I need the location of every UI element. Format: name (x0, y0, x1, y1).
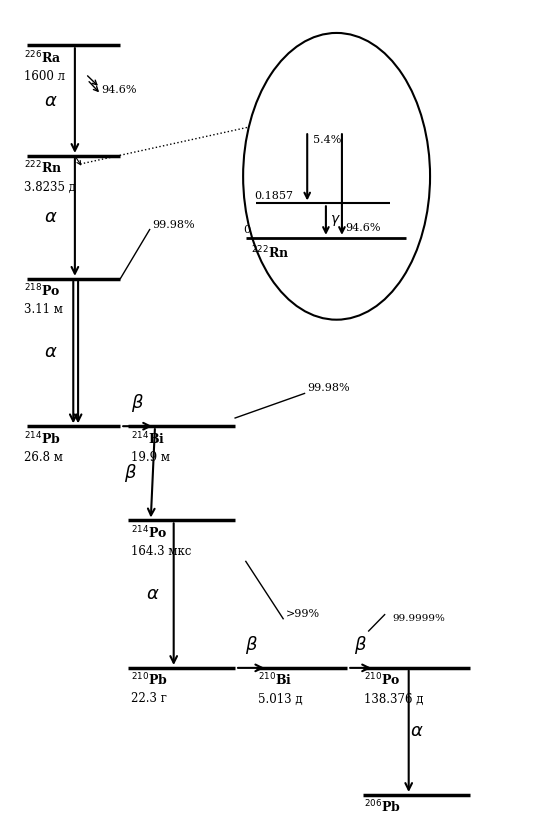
Text: 0: 0 (243, 225, 250, 235)
Text: 94.6%: 94.6% (346, 223, 381, 233)
Text: 99.9999%: 99.9999% (392, 614, 446, 623)
Text: $^{226}$Ra: $^{226}$Ra (24, 49, 62, 66)
Text: 99.98%: 99.98% (307, 384, 350, 394)
Text: $^{210}$Bi: $^{210}$Bi (258, 672, 292, 689)
Text: 5.4%: 5.4% (312, 135, 341, 145)
Text: $^{210}$Pb: $^{210}$Pb (131, 672, 168, 689)
Text: $\beta$: $\beta$ (124, 462, 137, 484)
Text: $^{214}$Bi: $^{214}$Bi (131, 431, 165, 447)
Text: $\gamma$: $\gamma$ (330, 213, 341, 228)
Text: $\beta$: $\beta$ (245, 634, 258, 655)
Text: 1600 л: 1600 л (24, 70, 65, 83)
Text: $\beta$: $\beta$ (131, 392, 144, 414)
Text: 3.8235 д: 3.8235 д (24, 181, 76, 193)
Text: $^{222}$Rn: $^{222}$Rn (251, 244, 289, 261)
Text: $^{222}$Rn: $^{222}$Rn (24, 160, 63, 176)
Text: $^{206}$Pb: $^{206}$Pb (365, 799, 401, 816)
Text: 94.6%: 94.6% (101, 85, 137, 95)
Text: 19.9 м: 19.9 м (131, 451, 170, 464)
Text: 0.1857: 0.1857 (254, 191, 293, 201)
Text: 5.013 д: 5.013 д (258, 692, 302, 706)
Text: $^{214}$Pb: $^{214}$Pb (24, 431, 61, 447)
Text: $\alpha$: $\alpha$ (44, 91, 58, 110)
Text: $\alpha$: $\alpha$ (44, 344, 58, 361)
Text: $^{214}$Po: $^{214}$Po (131, 524, 167, 541)
Text: $^{218}$Po: $^{218}$Po (24, 283, 60, 299)
Text: 164.3 мкс: 164.3 мкс (131, 545, 191, 558)
Text: 26.8 м: 26.8 м (24, 451, 63, 464)
Text: $\alpha$: $\alpha$ (146, 585, 159, 603)
Text: $\alpha$: $\alpha$ (44, 208, 58, 227)
Text: $\beta$: $\beta$ (354, 634, 367, 655)
Text: 99.98%: 99.98% (152, 220, 195, 230)
Text: 138.376 д: 138.376 д (365, 692, 424, 706)
Text: $^{210}$Po: $^{210}$Po (365, 672, 401, 689)
Text: >99%: >99% (286, 609, 320, 619)
Text: $\alpha$: $\alpha$ (410, 722, 423, 741)
Text: 22.3 г: 22.3 г (131, 692, 167, 706)
Text: 3.11 м: 3.11 м (24, 303, 63, 316)
